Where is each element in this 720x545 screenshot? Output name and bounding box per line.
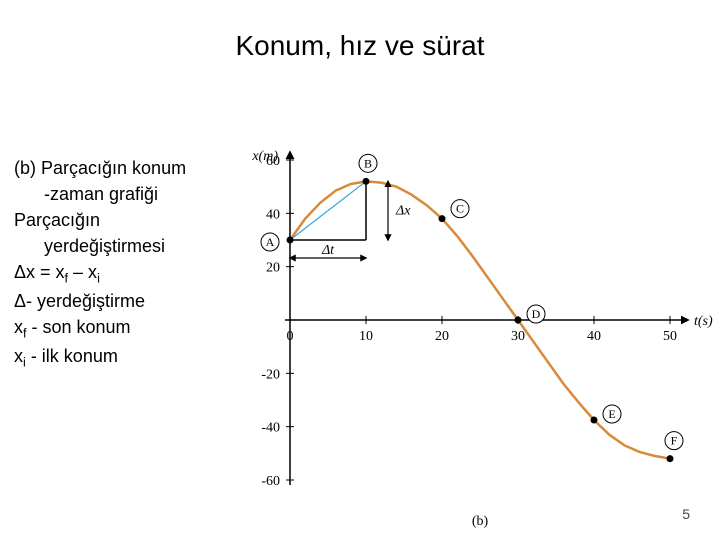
svg-text:-40: -40 xyxy=(261,421,280,436)
svg-text:10: 10 xyxy=(359,329,373,344)
svg-text:Δt: Δt xyxy=(321,243,335,258)
description-panel: (b) Parçacığın konum -zaman grafiği Parç… xyxy=(14,155,234,372)
svg-text:B: B xyxy=(364,156,372,170)
slide-number: 5 xyxy=(682,506,690,522)
svg-text:40: 40 xyxy=(587,329,601,344)
slide-title: Konum, hız ve sürat xyxy=(0,30,720,62)
desc-line-3: Parçacığın xyxy=(14,207,234,233)
desc-line-1: (b) Parçacığın konum xyxy=(14,155,234,181)
svg-text:t(s): t(s) xyxy=(694,314,713,329)
svg-text:E: E xyxy=(608,407,615,421)
position-time-chart: 01020304050-60-40-20204060x(m)t(s)ΔxΔtAB… xyxy=(220,140,720,540)
desc-line-2: -zaman grafiği xyxy=(14,181,234,207)
desc-line-4: yerdeğiştirmesi xyxy=(14,233,234,259)
svg-text:40: 40 xyxy=(266,207,280,222)
svg-text:0: 0 xyxy=(287,329,294,344)
desc-line-6: Δ- yerdeğiştirme xyxy=(14,288,234,314)
desc-line-7: xf - son konum xyxy=(14,314,234,343)
svg-text:-20: -20 xyxy=(261,367,280,382)
svg-text:C: C xyxy=(456,202,464,216)
svg-text:-60: -60 xyxy=(261,474,280,489)
svg-text:A: A xyxy=(266,235,275,249)
svg-text:x(m): x(m) xyxy=(251,149,278,164)
desc-line-8: xi - ilk konum xyxy=(14,343,234,372)
svg-text:50: 50 xyxy=(663,329,677,344)
svg-text:20: 20 xyxy=(435,329,449,344)
svg-text:(b): (b) xyxy=(472,514,489,529)
svg-text:D: D xyxy=(532,307,541,321)
desc-line-5: Δx = xf – xi xyxy=(14,259,234,288)
svg-text:20: 20 xyxy=(266,261,280,276)
svg-text:F: F xyxy=(671,434,678,448)
svg-text:Δx: Δx xyxy=(395,204,411,219)
svg-text:30: 30 xyxy=(511,329,525,344)
